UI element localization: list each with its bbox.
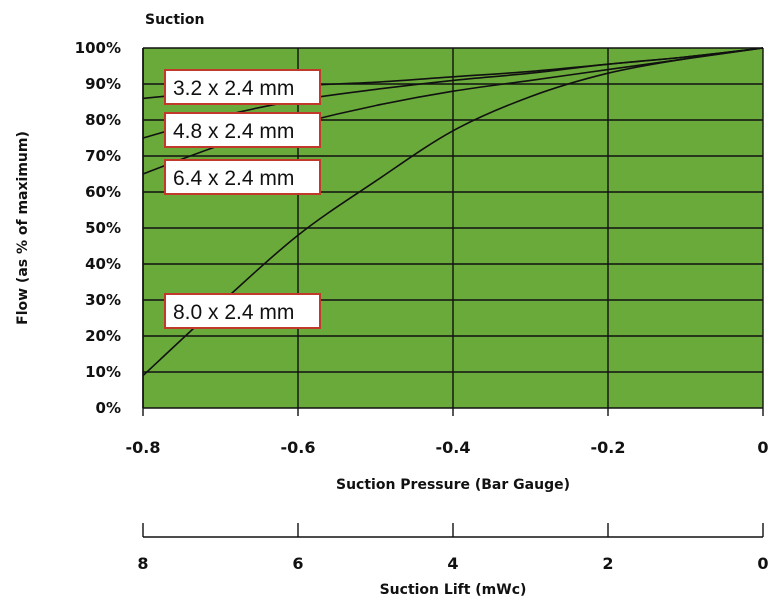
series-label-text: 4.8 x 2.4 mm [173,120,294,143]
y-axis-title: Flow (as % of maximum) [15,131,31,325]
series-label-text: 6.4 x 2.4 mm [173,167,294,190]
series-label-box [164,159,321,195]
y-tick-label: 100% [75,39,121,57]
series-label-1: 3.2 x 2.4 mm [164,69,321,105]
axis-ticks: 0% 10% 20% 30% 40% 50% 60% 70% 80% 90% 100% -0.8 -0.… [75,39,768,457]
x-axis-title: Suction Pressure (Bar Gauge) [336,477,570,493]
secondary-axis: 8 6 4 2 0 [137,523,768,573]
y-tick-label: 90% [85,75,121,93]
secondary-tick-label: 8 [137,554,148,573]
series-label-2: 4.8 x 2.4 mm [164,112,321,148]
series-label-3: 6.4 x 2.4 mm [164,159,321,195]
x-tick-label: -0.4 [436,438,471,457]
chart-title: Suction [145,12,204,28]
series-label-4: 8.0 x 2.4 mm [164,293,321,329]
series-label-box [164,112,321,148]
y-tick-label: 20% [85,327,121,345]
series-line-2 [142,47,764,139]
y-tick-label: 60% [85,183,121,201]
series-labels: 3.2 x 2.4 mm 4.8 x 2.4 mm 6.4 x 2.4 mm 8.0 … [164,69,321,329]
y-tick-label: 0% [96,399,121,417]
x-tick-label: -0.2 [591,438,626,457]
y-tick-label: 40% [85,255,121,273]
series-label-box [164,293,321,329]
x-tick-label: -0.6 [281,438,316,457]
secondary-tick-label: 6 [292,554,303,573]
x-tick-label: 0 [757,438,768,457]
secondary-axis-title: Suction Lift (mWc) [380,582,527,598]
series-label-text: 3.2 x 2.4 mm [173,77,294,100]
y-tick-label: 70% [85,147,121,165]
y-tick-label: 30% [85,291,121,309]
y-tick-label: 10% [85,363,121,381]
y-tick-label: 80% [85,111,121,129]
series-label-text: 8.0 x 2.4 mm [173,301,294,324]
x-tick-label: -0.8 [126,438,161,457]
y-tick-label: 50% [85,219,121,237]
series-label-box [164,69,321,105]
secondary-tick-label: 4 [447,554,458,573]
secondary-tick-label: 2 [602,554,613,573]
series-line-4 [142,47,764,377]
secondary-tick-label: 0 [757,554,768,573]
